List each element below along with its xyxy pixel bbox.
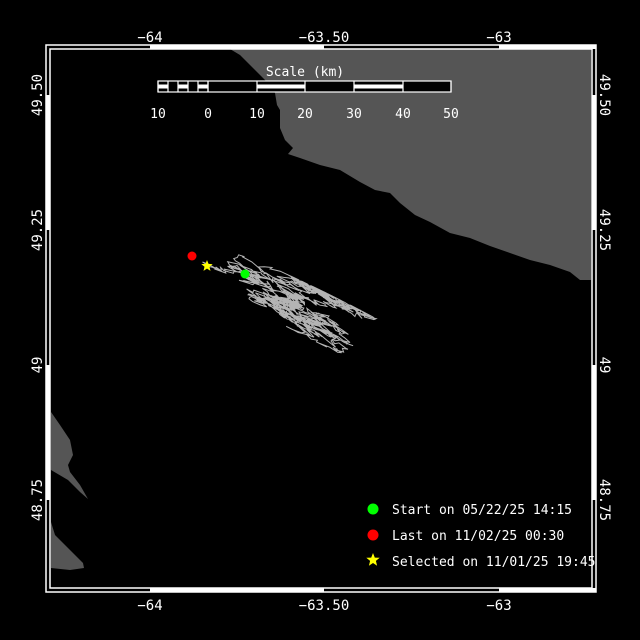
lon-tick-label-top: −64 (137, 30, 162, 46)
scale-segment (257, 84, 305, 89)
scale-label: 20 (297, 107, 313, 122)
red-dot-icon (367, 529, 379, 541)
frame-segment (592, 95, 596, 230)
coastline-southwest-2 (51, 522, 84, 570)
yellow-star-icon (366, 553, 380, 566)
scale-label: 40 (395, 107, 411, 122)
legend-start-label: Start on 05/22/25 14:15 (392, 503, 572, 518)
frame-segment (46, 95, 50, 230)
lat-tick-label-left: 49 (30, 357, 46, 374)
legend-selected-label: Selected on 11/01/25 19:45 (392, 555, 596, 570)
coastline-north (230, 49, 591, 280)
scale-label: 30 (346, 107, 362, 122)
frame-segment (46, 365, 50, 500)
lon-tick-label-top: −63 (486, 30, 511, 46)
map-frame (45, 44, 597, 593)
scale-label: 10 (150, 107, 166, 122)
frame-segment (499, 588, 596, 592)
scale-label: 10 (249, 107, 265, 122)
selected-marker-star-icon[interactable] (201, 260, 213, 271)
coastline-southwest-1 (51, 412, 88, 499)
lat-tick-label-left: 49.25 (30, 209, 46, 251)
legend-last-label: Last on 11/02/25 00:30 (392, 529, 564, 544)
start-marker[interactable] (240, 269, 250, 279)
frame-segment (150, 588, 324, 592)
scale-segment (198, 84, 208, 89)
frame-segment (499, 45, 596, 49)
track-line (202, 254, 378, 354)
last-marker[interactable] (187, 251, 197, 261)
axis-labels: −64 −64 −63.50 −63.50 −63 −63 49.50 49.50 49.25 4… (30, 30, 612, 614)
lat-tick-label-left: 48.75 (30, 479, 46, 521)
scale-segment (354, 84, 403, 89)
scale-bar: Scale (km) 10 0 10 20 30 40 50 (150, 65, 459, 122)
lat-tick-label-left: 49.50 (30, 74, 46, 116)
lat-tick-label-right: 48.75 (596, 479, 612, 521)
lat-tick-label-right: 49 (596, 357, 612, 374)
green-dot-icon (367, 503, 379, 515)
lon-tick-label-bottom: −64 (137, 598, 162, 614)
lat-tick-label-right: 49.25 (596, 209, 612, 251)
lon-tick-label-bottom: −63 (486, 598, 511, 614)
frame-segment (592, 365, 596, 500)
scale-title: Scale (km) (266, 65, 344, 80)
land-layer (51, 49, 591, 570)
legend: Start on 05/22/25 14:15 Last on 11/02/25… (366, 503, 596, 570)
lon-tick-label-top: −63.50 (299, 30, 350, 46)
lat-tick-label-right: 49.50 (596, 74, 612, 116)
frame-segment (150, 45, 324, 49)
scale-label: 50 (443, 107, 459, 122)
lon-tick-label-bottom: −63.50 (299, 598, 350, 614)
scale-segment (178, 84, 188, 89)
scale-label: 0 (204, 107, 212, 122)
scale-segment (158, 84, 168, 89)
drifter-track (202, 254, 378, 354)
